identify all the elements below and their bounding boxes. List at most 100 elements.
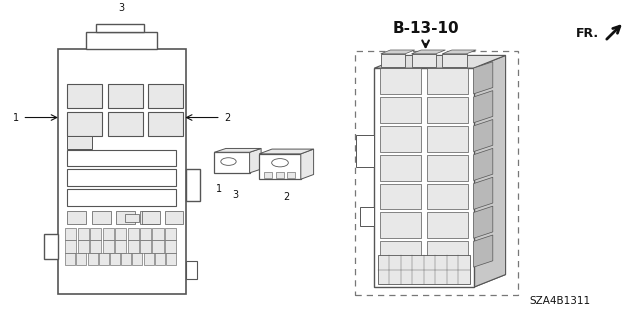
Bar [374, 68, 474, 287]
Bar [428, 155, 468, 181]
Bar [132, 253, 143, 265]
Bar [442, 54, 467, 66]
Bar [67, 150, 176, 167]
Bar [380, 212, 421, 238]
Polygon shape [374, 56, 506, 68]
Bar [77, 241, 89, 253]
Bar [165, 241, 176, 253]
Bar [140, 228, 151, 240]
Bar [380, 184, 421, 209]
Bar [380, 155, 421, 181]
Bar [65, 228, 76, 240]
Polygon shape [474, 120, 493, 152]
Polygon shape [301, 149, 314, 179]
Bar [140, 211, 159, 224]
Polygon shape [474, 56, 506, 287]
Bar [90, 228, 101, 240]
Bar [67, 112, 102, 136]
Bar [148, 112, 183, 136]
Bar [65, 241, 76, 253]
Bar [380, 97, 421, 123]
Polygon shape [474, 177, 493, 209]
Bar [142, 211, 160, 224]
Bar [152, 228, 164, 240]
Bar [148, 84, 183, 108]
Bar [115, 228, 126, 240]
Bar [92, 211, 111, 224]
Bar [428, 97, 468, 123]
Bar [108, 112, 143, 136]
Bar [67, 189, 176, 205]
Bar [127, 241, 139, 253]
Polygon shape [381, 50, 415, 54]
Bar [127, 228, 139, 240]
Bar [86, 32, 157, 49]
Bar [77, 253, 86, 265]
Bar [287, 172, 295, 178]
Bar [99, 253, 109, 265]
Bar [102, 241, 114, 253]
Bar [360, 207, 374, 226]
Bar [428, 184, 468, 209]
Bar [186, 262, 197, 279]
Polygon shape [474, 62, 493, 94]
Bar [356, 135, 374, 167]
Bar [166, 253, 176, 265]
Bar [96, 24, 144, 32]
Bar [115, 241, 126, 253]
Polygon shape [474, 91, 493, 123]
Text: FR.: FR. [576, 27, 599, 40]
Text: 3: 3 [232, 190, 238, 200]
Bar [152, 241, 164, 253]
Bar [122, 253, 131, 265]
Polygon shape [412, 50, 445, 54]
Bar [108, 84, 143, 108]
Text: 1: 1 [216, 184, 222, 194]
Bar [65, 253, 76, 265]
Bar [67, 169, 176, 186]
Bar [428, 241, 468, 267]
Polygon shape [250, 148, 261, 173]
Bar [67, 84, 102, 108]
Bar [155, 253, 165, 265]
Bar [412, 54, 436, 66]
Bar [102, 228, 114, 240]
Bar [381, 54, 405, 66]
Bar [116, 211, 135, 224]
Bar [67, 137, 92, 149]
Polygon shape [474, 148, 493, 181]
Text: SZA4B1311: SZA4B1311 [529, 296, 591, 306]
Bar [355, 51, 518, 295]
Bar [144, 253, 154, 265]
Circle shape [221, 158, 236, 165]
Bar [428, 68, 468, 94]
Bar [186, 169, 200, 201]
Bar [88, 253, 98, 265]
Bar [378, 256, 470, 284]
Polygon shape [374, 275, 506, 287]
Bar [58, 49, 186, 293]
Bar [125, 214, 139, 222]
Bar [140, 241, 151, 253]
Text: 1: 1 [13, 113, 19, 122]
Bar [428, 212, 468, 238]
Bar [77, 228, 89, 240]
Bar [380, 126, 421, 152]
Bar [44, 234, 58, 259]
Polygon shape [214, 148, 261, 152]
Polygon shape [442, 50, 476, 54]
Bar [90, 241, 101, 253]
Bar [259, 154, 301, 179]
Bar [428, 126, 468, 152]
Bar [276, 172, 284, 178]
Bar [165, 228, 176, 240]
Polygon shape [474, 206, 493, 238]
Bar [214, 152, 250, 173]
Bar [110, 253, 120, 265]
Bar [264, 172, 272, 178]
Text: 3: 3 [118, 3, 125, 12]
Circle shape [272, 159, 288, 167]
Bar [380, 68, 421, 94]
Text: 2: 2 [224, 113, 230, 122]
Bar [67, 211, 86, 224]
